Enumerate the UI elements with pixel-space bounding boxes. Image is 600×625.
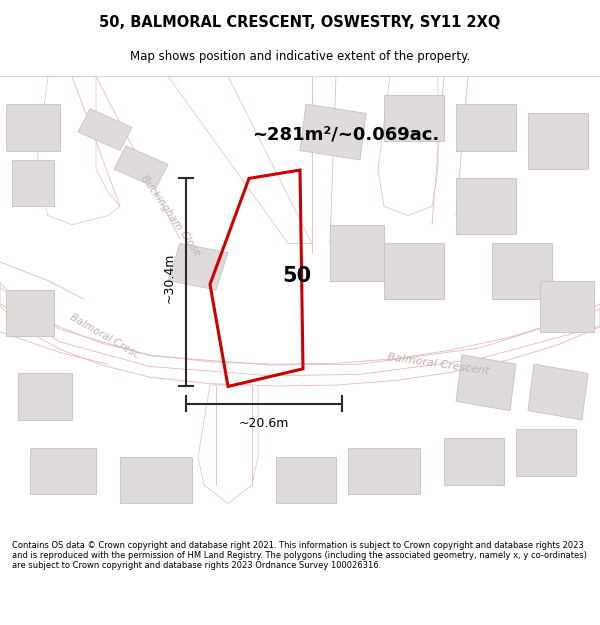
Polygon shape bbox=[12, 160, 54, 206]
Text: Buckingham Close: Buckingham Close bbox=[139, 173, 203, 258]
Polygon shape bbox=[456, 178, 516, 234]
Polygon shape bbox=[378, 76, 438, 216]
Polygon shape bbox=[444, 439, 504, 485]
Polygon shape bbox=[276, 457, 336, 504]
Text: Map shows position and indicative extent of the property.: Map shows position and indicative extent… bbox=[130, 49, 470, 62]
Polygon shape bbox=[528, 113, 588, 169]
Polygon shape bbox=[36, 76, 120, 225]
Polygon shape bbox=[348, 448, 420, 494]
Text: Balmoral Cresc: Balmoral Cresc bbox=[68, 312, 142, 360]
Polygon shape bbox=[456, 104, 516, 151]
Polygon shape bbox=[120, 457, 192, 504]
Polygon shape bbox=[456, 355, 516, 411]
Polygon shape bbox=[168, 76, 312, 243]
Text: ~30.4m: ~30.4m bbox=[163, 253, 176, 303]
Polygon shape bbox=[0, 283, 600, 386]
Polygon shape bbox=[114, 146, 168, 188]
Polygon shape bbox=[168, 243, 228, 290]
Text: ~20.6m: ~20.6m bbox=[239, 417, 289, 429]
Polygon shape bbox=[384, 243, 444, 299]
Polygon shape bbox=[300, 104, 366, 160]
Polygon shape bbox=[516, 429, 576, 476]
Text: 50: 50 bbox=[283, 266, 311, 286]
Polygon shape bbox=[6, 290, 54, 336]
Polygon shape bbox=[528, 364, 588, 420]
Text: Balmoral Crescent: Balmoral Crescent bbox=[386, 352, 490, 376]
Text: ~281m²/~0.069ac.: ~281m²/~0.069ac. bbox=[252, 125, 439, 143]
Polygon shape bbox=[6, 104, 60, 151]
Polygon shape bbox=[198, 385, 258, 504]
Polygon shape bbox=[384, 95, 444, 141]
Polygon shape bbox=[330, 225, 384, 281]
Polygon shape bbox=[540, 281, 594, 332]
Polygon shape bbox=[492, 243, 552, 299]
Polygon shape bbox=[30, 448, 96, 494]
Polygon shape bbox=[18, 374, 72, 420]
Polygon shape bbox=[78, 109, 132, 151]
Text: 50, BALMORAL CRESCENT, OSWESTRY, SY11 2XQ: 50, BALMORAL CRESCENT, OSWESTRY, SY11 2X… bbox=[100, 15, 500, 30]
Text: Contains OS data © Crown copyright and database right 2021. This information is : Contains OS data © Crown copyright and d… bbox=[12, 541, 587, 571]
